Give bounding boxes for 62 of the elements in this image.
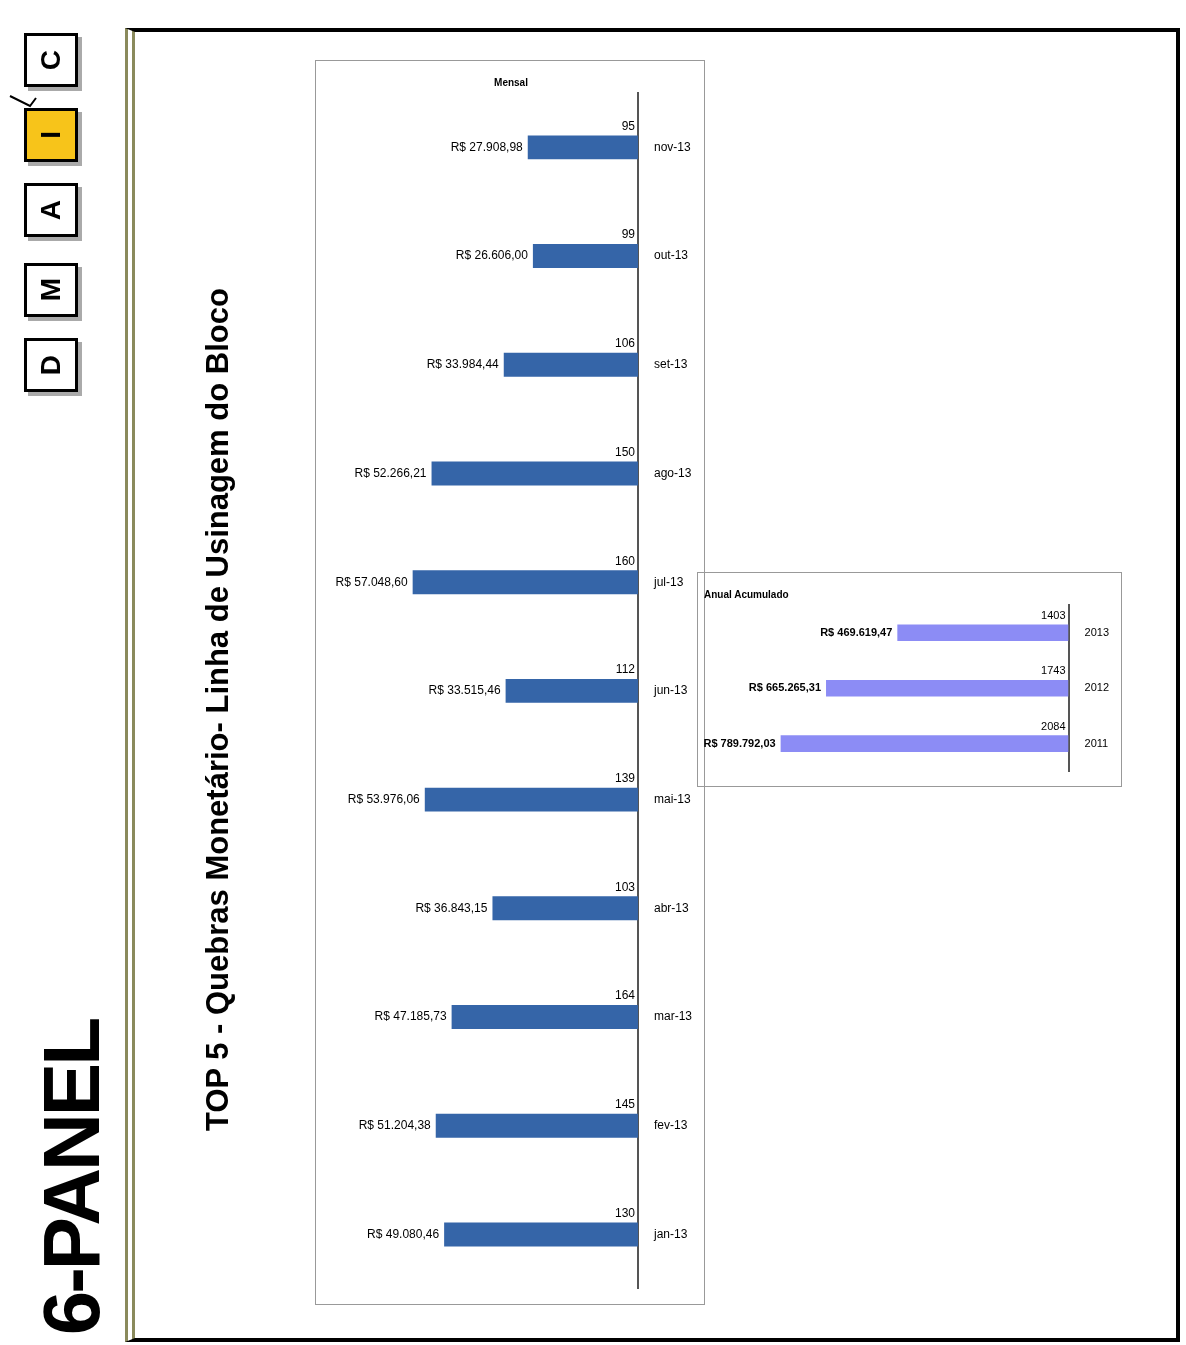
data-label: R$ 57.048,60 bbox=[335, 574, 408, 589]
bar bbox=[412, 570, 638, 595]
y-tick-label: nov-13 bbox=[653, 139, 692, 154]
data-label: R$ 26.606,00 bbox=[455, 248, 529, 263]
bar bbox=[532, 244, 638, 269]
y-tick-label: fev-13 bbox=[653, 1118, 688, 1133]
data-label: R$ 33.515,46 bbox=[428, 683, 501, 698]
y-tick-label: 2013 bbox=[1084, 625, 1110, 638]
data-label: R$ 53.976,06 bbox=[347, 791, 421, 806]
bar bbox=[451, 1005, 638, 1029]
text: 6-PANEL bbox=[27, 1020, 116, 1336]
bar bbox=[505, 678, 638, 703]
annotation: 160 bbox=[614, 553, 636, 568]
bar bbox=[424, 787, 638, 812]
data-label: R$ 789.792,03 bbox=[703, 736, 776, 749]
y-tick-label: abr-13 bbox=[653, 900, 689, 915]
bar bbox=[435, 1113, 638, 1138]
data-label: R$ 36.843,15 bbox=[415, 900, 488, 915]
annotation: 1403 bbox=[1041, 608, 1066, 621]
y-tick-label: 2011 bbox=[1084, 736, 1109, 749]
y-tick-label: ago-13 bbox=[653, 465, 692, 480]
y-tick-label: set-13 bbox=[653, 357, 688, 372]
annotation: 112 bbox=[615, 662, 636, 677]
y-tick-label: mai-13 bbox=[653, 791, 691, 806]
annotation: 2084 bbox=[1041, 719, 1066, 732]
annotation: 103 bbox=[614, 879, 636, 894]
annotation: 106 bbox=[614, 336, 636, 351]
y-tick-label: mar-13 bbox=[653, 1009, 693, 1024]
annotation: 139 bbox=[614, 770, 636, 785]
chart-title: Mensal bbox=[494, 76, 529, 88]
text: M bbox=[35, 278, 67, 302]
bar bbox=[492, 896, 638, 921]
y-tick-label: 2012 bbox=[1084, 681, 1110, 694]
data-label: R$ 51.204,38 bbox=[358, 1118, 432, 1133]
annotation: 145 bbox=[614, 1097, 636, 1112]
annotation: 164 bbox=[614, 988, 636, 1003]
data-label: R$ 52.266,21 bbox=[354, 465, 427, 480]
bar bbox=[503, 352, 638, 377]
data-label: R$ 33.984,44 bbox=[426, 357, 500, 372]
y-tick-label: out-13 bbox=[653, 248, 689, 263]
y-tick-label: jul-13 bbox=[652, 574, 684, 589]
text: TOP 5 - Quebras Monetário- Linha de Usinagem do Bloco bbox=[200, 287, 236, 1134]
data-label: R$ 47.185,73 bbox=[374, 1009, 447, 1024]
annotation: 150 bbox=[614, 444, 636, 459]
data-label: R$ 665.265,31 bbox=[748, 681, 822, 694]
annotation: 1743 bbox=[1041, 664, 1066, 677]
text: A bbox=[35, 199, 67, 221]
y-tick-label: jun-13 bbox=[652, 683, 688, 698]
bar bbox=[527, 135, 638, 160]
text: D bbox=[35, 354, 67, 376]
data-label: R$ 49.080,46 bbox=[367, 1226, 440, 1241]
data-label: R$ 469.619,47 bbox=[820, 625, 893, 638]
annotation: 130 bbox=[614, 1205, 636, 1220]
text: C bbox=[35, 49, 67, 71]
chart-title: Anual Acumulado bbox=[704, 588, 789, 600]
data-label: R$ 27.908,98 bbox=[450, 139, 524, 154]
bar bbox=[431, 461, 638, 486]
text: I bbox=[35, 131, 67, 139]
annotation: 99 bbox=[621, 227, 636, 242]
annotation: 95 bbox=[621, 118, 636, 133]
bar bbox=[444, 1222, 638, 1247]
y-tick-label: jan-13 bbox=[652, 1226, 688, 1241]
